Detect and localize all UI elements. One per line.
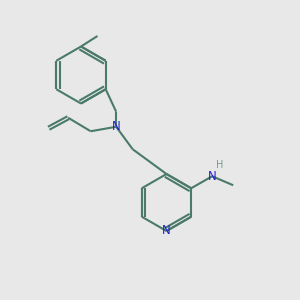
- Text: N: N: [208, 170, 217, 183]
- Text: H: H: [216, 160, 224, 170]
- Text: N: N: [112, 120, 121, 133]
- Text: N: N: [162, 224, 171, 238]
